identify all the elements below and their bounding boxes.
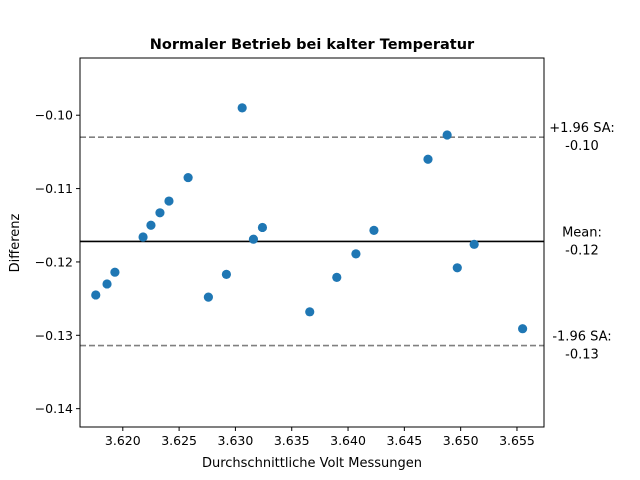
data-point [442, 130, 452, 140]
x-tick-label: 3.635 [274, 433, 310, 448]
data-points [91, 103, 528, 334]
reference-line-value: -0.13 [565, 348, 599, 363]
reference-lines [80, 136, 544, 347]
data-point [146, 220, 156, 230]
x-tick-label: 3.640 [330, 433, 366, 448]
data-point [332, 272, 342, 282]
x-axis-ticks: 3.620 3.625 3.630 3.635 3.640 3.645 3.650 3.655 [105, 427, 535, 448]
y-tick-label: −0.13 [35, 328, 73, 343]
reference-line-label: +1.96 SA: [549, 121, 615, 136]
data-point [164, 196, 174, 206]
x-tick-label: 3.645 [386, 433, 422, 448]
data-point [351, 249, 361, 259]
data-point [469, 239, 479, 249]
data-point [423, 154, 433, 164]
reference-line-annotations: +1.96 SA: -0.10 Mean: -0.12 -1.96 SA: -0.13 [549, 121, 615, 362]
reference-line-value: -0.10 [565, 139, 599, 154]
data-point [138, 232, 148, 242]
y-axis-label: Differenz [8, 213, 23, 272]
y-tick-label: −0.10 [35, 108, 73, 123]
data-point [305, 307, 315, 317]
x-tick-label: 3.655 [499, 433, 535, 448]
data-point [91, 290, 101, 300]
data-point [110, 267, 120, 277]
data-point [155, 208, 165, 218]
reference-line-value: -0.12 [565, 243, 599, 258]
y-axis-ticks: −0.10 −0.11 −0.12 −0.13 −0.14 [35, 108, 80, 416]
data-point [248, 234, 259, 244]
x-tick-label: 3.620 [105, 433, 141, 448]
data-point [237, 103, 247, 113]
data-point [452, 263, 462, 273]
data-point [518, 324, 528, 334]
plot-frame [79, 57, 545, 428]
x-tick-label: 3.630 [218, 433, 254, 448]
data-point [369, 225, 379, 235]
y-tick-label: −0.14 [35, 401, 73, 416]
x-axis-label: Durchschnittliche Volt Messungen [202, 456, 422, 471]
data-point [257, 222, 268, 233]
chart-title: Normaler Betrieb bei kalter Temperatur [150, 37, 475, 53]
reference-line-label: -1.96 SA: [552, 330, 611, 345]
x-tick-label: 3.650 [443, 433, 479, 448]
data-point [203, 292, 213, 302]
data-point [221, 269, 232, 280]
x-tick-label: 3.625 [161, 433, 197, 448]
data-point [183, 172, 193, 183]
data-point [102, 279, 112, 289]
reference-line-label: Mean: [562, 225, 602, 240]
y-tick-label: −0.11 [35, 181, 73, 196]
y-tick-label: −0.12 [35, 254, 73, 269]
